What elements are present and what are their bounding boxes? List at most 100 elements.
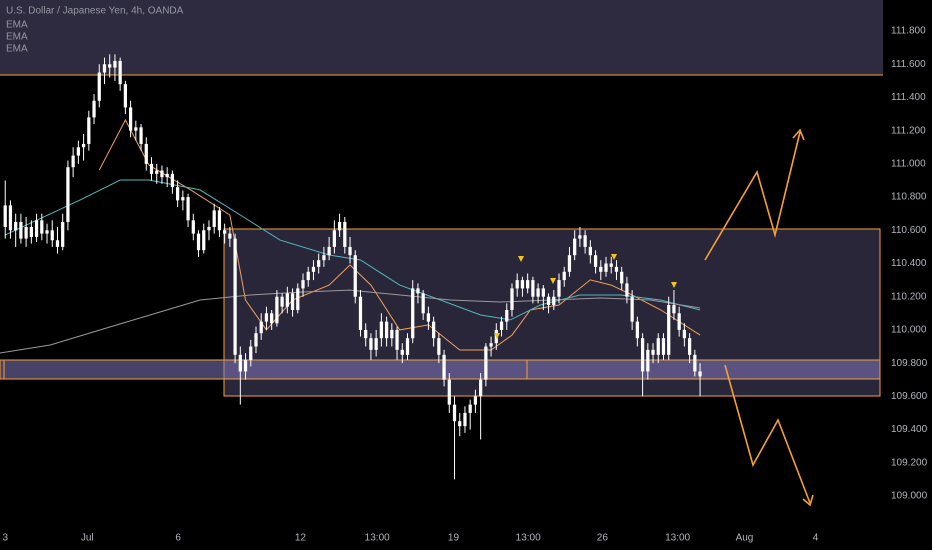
marker: [671, 282, 677, 288]
y-tick-label: 110.200: [891, 291, 927, 302]
y-tick-label: 111.400: [891, 92, 926, 103]
plot: [0, 54, 702, 480]
up-arrow: [704, 131, 801, 261]
candle-body: [296, 288, 300, 310]
candle-body: [176, 187, 180, 201]
candle-body: [531, 280, 535, 297]
candle-body: [270, 313, 274, 324]
arrow-head: [802, 494, 814, 507]
y-tick-label: 111.800: [891, 26, 926, 37]
candle-body: [484, 346, 488, 380]
candle-body: [374, 338, 378, 350]
candle-body: [499, 321, 504, 330]
candle-body: [343, 221, 347, 247]
candle-body: [510, 288, 514, 310]
candle-body: [384, 321, 389, 339]
candle-body: [207, 226, 211, 231]
ema-line: [0, 289, 701, 354]
candle-body: [348, 246, 352, 256]
candle-body: [29, 226, 33, 237]
candle-body: [92, 100, 96, 118]
x-tick-label: 3: [2, 533, 8, 544]
y-tick-label: 109.400: [891, 424, 928, 435]
candle-body: [19, 221, 23, 239]
candle-body: [437, 338, 441, 355]
candle-body: [614, 266, 619, 272]
candle-body: [353, 255, 357, 297]
candle-body: [254, 333, 258, 347]
x-tick-label: 13:00: [665, 533, 690, 544]
legend: U.S. Dollar / Japanese Yen, 4h, OANDA EM…: [6, 6, 184, 55]
candle-body: [40, 220, 44, 234]
candle-body: [181, 197, 185, 201]
y-tick-label: 110.000: [891, 325, 927, 336]
legend-entry: EMA: [6, 32, 28, 43]
projection-arrows: [704, 128, 814, 507]
candle-body: [567, 255, 572, 272]
candle-body: [651, 349, 655, 355]
candle-body: [583, 235, 587, 247]
candle-body: [55, 240, 60, 247]
candle-body: [447, 379, 451, 405]
candle-body: [625, 283, 629, 297]
marker: [550, 278, 556, 284]
x-tick-label: 12: [295, 533, 307, 544]
candle-body: [243, 359, 248, 372]
candle-body: [635, 321, 639, 339]
arrow-head: [792, 128, 805, 141]
y-tick-label: 109.000: [891, 491, 928, 502]
candle-body: [259, 321, 263, 334]
candle-body: [332, 230, 336, 247]
candle-body: [395, 329, 399, 350]
candle-body: [285, 293, 289, 307]
candle-body: [646, 349, 650, 372]
candle-body: [562, 271, 566, 281]
candle-body: [640, 338, 645, 372]
ema-line: [98, 118, 701, 351]
candle-body: [238, 354, 242, 372]
candle-body: [698, 371, 702, 377]
candle-body: [463, 412, 467, 427]
candle-body: [264, 313, 269, 322]
candle-body: [656, 338, 660, 355]
y-tick-label: 110.600: [891, 225, 927, 236]
candle-body: [50, 230, 54, 241]
candle-body: [87, 117, 91, 144]
candle-body: [588, 246, 592, 256]
legend-entry: EMA: [6, 20, 28, 31]
candle-body: [3, 205, 7, 227]
x-tick-label: 13:00: [516, 533, 541, 544]
y-tick-label: 111.200: [891, 125, 926, 136]
candle-body: [71, 155, 75, 168]
candle-body: [327, 246, 331, 256]
candle-body: [186, 197, 190, 221]
marker: [494, 333, 500, 339]
candle-body: [97, 72, 101, 101]
candle-body: [170, 173, 175, 188]
candle-body: [578, 235, 582, 239]
candle-body: [233, 238, 237, 355]
y-tick-label: 109.600: [891, 391, 928, 402]
candle-body: [573, 238, 577, 256]
candle-body: [196, 233, 201, 251]
candle-body: [317, 260, 321, 267]
candle-body: [667, 305, 671, 355]
candle-body: [191, 220, 195, 234]
candle-body: [442, 354, 446, 380]
candle-body: [473, 396, 478, 405]
candle-body: [620, 271, 624, 284]
candle-body: [128, 107, 133, 131]
candle-body: [123, 84, 128, 108]
candle-body: [677, 313, 681, 330]
candle-body: [306, 271, 310, 281]
candle-body: [81, 143, 86, 148]
candle-body: [217, 210, 222, 231]
candle-body: [421, 293, 425, 314]
candle-body: [630, 296, 634, 322]
candle-body: [358, 296, 363, 330]
y-tick-label: 111.600: [891, 59, 926, 70]
y-tick-label: 110.800: [891, 192, 927, 203]
candle-body: [458, 421, 462, 427]
down-arrow: [724, 364, 811, 504]
